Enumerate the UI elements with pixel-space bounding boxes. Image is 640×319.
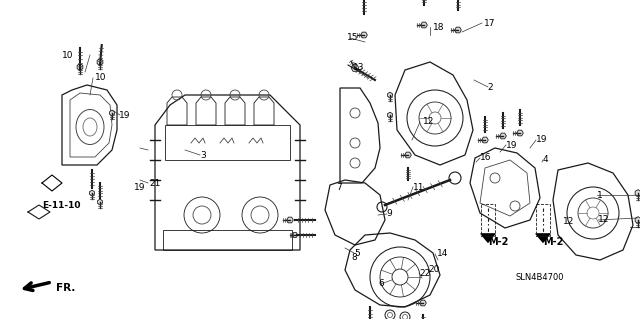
Text: SLN4B4700: SLN4B4700: [515, 273, 563, 283]
Text: 1: 1: [597, 190, 603, 199]
Text: 19: 19: [119, 110, 131, 120]
Text: FR.: FR.: [56, 283, 76, 293]
Text: 14: 14: [437, 249, 449, 258]
Text: 19: 19: [536, 136, 547, 145]
Text: 12: 12: [563, 218, 574, 226]
Text: 7: 7: [336, 183, 342, 192]
Text: 16: 16: [480, 153, 492, 162]
Text: 11: 11: [413, 182, 424, 191]
Text: 5: 5: [354, 249, 360, 257]
Text: 12: 12: [598, 216, 609, 225]
Text: 12: 12: [423, 117, 435, 127]
FancyArrowPatch shape: [481, 234, 495, 242]
Text: 15: 15: [347, 33, 358, 42]
Text: 13: 13: [353, 63, 365, 72]
Text: 9: 9: [386, 210, 392, 219]
Text: 19: 19: [506, 140, 518, 150]
Text: 19: 19: [134, 183, 145, 192]
Text: 17: 17: [484, 19, 495, 27]
Text: 18: 18: [433, 23, 445, 32]
Text: 4: 4: [543, 155, 548, 165]
Text: 10: 10: [62, 50, 74, 60]
Text: 6: 6: [378, 278, 384, 287]
Text: 10: 10: [95, 73, 106, 83]
Text: M-2: M-2: [543, 237, 563, 247]
Text: 8: 8: [351, 254, 356, 263]
Text: 2: 2: [487, 83, 493, 92]
Text: 21: 21: [149, 179, 161, 188]
FancyArrowPatch shape: [536, 234, 550, 242]
Text: 3: 3: [200, 151, 205, 160]
Text: 20: 20: [428, 264, 440, 273]
Text: M-2: M-2: [488, 237, 508, 247]
Text: 22: 22: [419, 269, 430, 278]
Text: E-11-10: E-11-10: [42, 201, 81, 210]
